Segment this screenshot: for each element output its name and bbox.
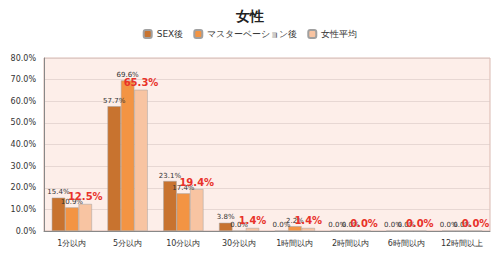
svg-text:15.4%: 15.4% [47, 188, 70, 196]
svg-text:6時間以内: 6時間以内 [388, 239, 425, 248]
svg-text:40.0%: 40.0% [11, 140, 37, 149]
svg-text:5分以内: 5分以内 [113, 239, 142, 248]
svg-text:30.0%: 30.0% [11, 162, 37, 171]
svg-text:1.4%: 1.4% [294, 215, 322, 226]
svg-text:0.0%: 0.0% [384, 221, 402, 230]
svg-text:2時間以内: 2時間以内 [332, 239, 369, 248]
svg-text:80.0%: 80.0% [11, 54, 37, 63]
svg-text:3.8%: 3.8% [217, 213, 235, 221]
svg-text:0.0%: 0.0% [462, 218, 490, 229]
svg-text:12.5%: 12.5% [68, 191, 103, 202]
svg-text:10.0%: 10.0% [11, 205, 37, 214]
svg-text:17.4%: 17.4% [172, 183, 195, 192]
svg-text:60.0%: 60.0% [11, 97, 37, 106]
svg-text:1分以内: 1分以内 [57, 239, 86, 248]
svg-text:12時間以上: 12時間以上 [441, 239, 483, 248]
svg-text:0.0%: 0.0% [439, 221, 458, 230]
svg-text:20.0%: 20.0% [11, 183, 37, 192]
svg-text:SEX後: SEX後 [157, 29, 184, 39]
svg-text:10分以内: 10分以内 [166, 239, 200, 248]
svg-text:50.0%: 50.0% [11, 118, 37, 127]
svg-text:30分以内: 30分以内 [222, 239, 256, 248]
svg-text:0.0%: 0.0% [406, 218, 434, 229]
svg-text:1.4%: 1.4% [239, 215, 267, 226]
svg-text:0.0%: 0.0% [16, 227, 37, 236]
svg-text:65.3%: 65.3% [124, 77, 159, 88]
svg-text:19.4%: 19.4% [179, 177, 214, 188]
svg-text:女性平均: 女性平均 [321, 29, 357, 39]
svg-text:0.0%: 0.0% [350, 218, 378, 229]
svg-text:女性: 女性 [235, 8, 264, 24]
svg-text:23.1%: 23.1% [159, 172, 182, 180]
svg-text:1時間以内: 1時間以内 [276, 239, 313, 248]
svg-text:0.0%: 0.0% [272, 221, 291, 230]
svg-text:57.7%: 57.7% [103, 97, 126, 105]
svg-text:0.0%: 0.0% [328, 221, 347, 230]
svg-text:マスターベーション後: マスターベーション後 [207, 29, 297, 39]
svg-text:69.6%: 69.6% [116, 71, 139, 79]
svg-text:70.0%: 70.0% [11, 75, 37, 84]
